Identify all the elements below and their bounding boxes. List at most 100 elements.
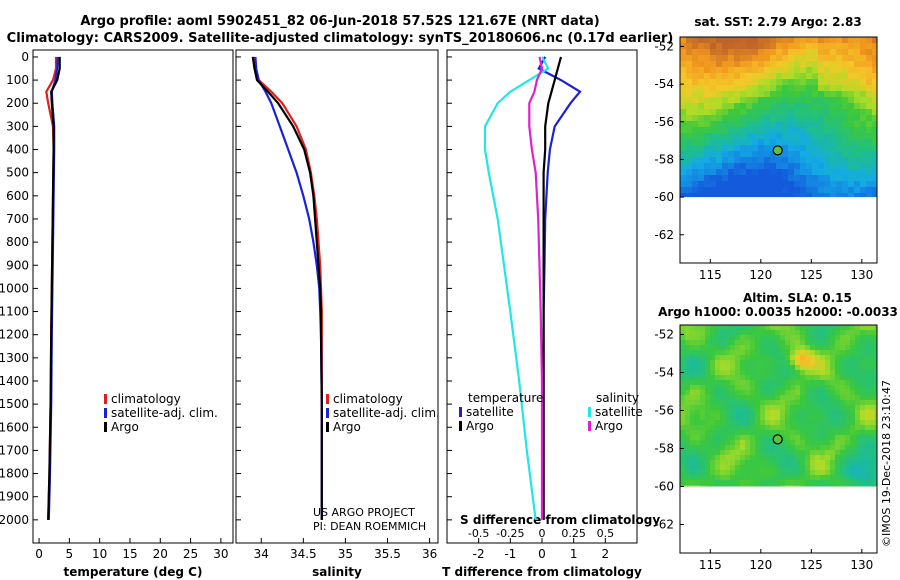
sla_map-cell — [725, 405, 730, 410]
sst_map-cell — [770, 187, 776, 193]
sla_map-cell — [730, 360, 735, 365]
sla_map-cell — [780, 340, 785, 345]
sst_map-cell — [782, 157, 788, 163]
sla_map-cell — [800, 350, 805, 355]
sst_map-cell — [812, 145, 818, 151]
sla_map-cell — [820, 365, 825, 370]
sla_map-cell — [705, 440, 710, 445]
sla_map-cell — [805, 400, 810, 405]
sla_map-cell — [820, 335, 825, 340]
sla_map-cell — [800, 325, 805, 330]
sla_map-cell — [815, 390, 820, 395]
sla_map-cell — [740, 365, 745, 370]
sst_map-cell — [722, 49, 728, 55]
sst_map-cell — [758, 115, 764, 121]
sla_map-cell — [695, 365, 700, 370]
sla_map-cell — [685, 365, 690, 370]
sla_map-cell — [855, 340, 860, 345]
sst_map-cell — [830, 187, 836, 193]
sla_map-cell — [800, 345, 805, 350]
sla_map-cell — [820, 330, 825, 335]
sst_map-cell — [728, 79, 734, 85]
sst_map-cell — [764, 121, 770, 127]
sla_map-cell — [700, 400, 705, 405]
sla_map-cell — [705, 405, 710, 410]
sla_map-cell — [700, 345, 705, 350]
sla_map-cell — [765, 335, 770, 340]
temperature-xtick-label: 10 — [92, 547, 107, 561]
sla_map-cell — [680, 365, 685, 370]
sla_map-cell — [740, 335, 745, 340]
sla_map-cell — [730, 390, 735, 395]
sla_map-cell — [785, 405, 790, 410]
sst_map-cell — [860, 175, 866, 181]
sla_map-cell — [680, 385, 685, 390]
sla_map-cell — [685, 430, 690, 435]
sla_map-cell — [735, 360, 740, 365]
sst_map-cell — [872, 139, 877, 145]
sla_map-cell — [700, 335, 705, 340]
sla_map-cell — [770, 330, 775, 335]
sla_map-cell — [830, 460, 835, 465]
sst_map-cell — [698, 139, 704, 145]
sla_map-cell — [755, 395, 760, 400]
sla_map-cell — [785, 435, 790, 440]
sst_map-cell — [830, 109, 836, 115]
sst_map-cell — [722, 103, 728, 109]
figure-title-line1: Argo profile: aoml 5902451_82 06-Jun-201… — [80, 14, 600, 29]
sla_map-ytick-label: -52 — [654, 328, 674, 342]
sst_map-cell — [836, 79, 842, 85]
sla_map-cell — [680, 415, 685, 420]
sla_map-cell — [805, 340, 810, 345]
sst_map-cell — [692, 133, 698, 139]
sst_map-cell — [752, 121, 758, 127]
sla_map-cell — [835, 470, 840, 475]
sla_map-cell — [740, 435, 745, 440]
sla_map-cell — [710, 395, 715, 400]
sst_map-cell — [830, 61, 836, 67]
sla_map-cell — [750, 485, 755, 487]
sla_map-cell — [835, 430, 840, 435]
sst_map-cell — [746, 115, 752, 121]
sst_map-cell — [710, 127, 716, 133]
sla_map-cell — [810, 415, 815, 420]
sla_map-cell — [745, 410, 750, 415]
sla_map-cell — [805, 365, 810, 370]
sla_map-cell — [875, 475, 877, 480]
sla_map-cell — [790, 400, 795, 405]
sla_map-cell — [810, 375, 815, 380]
sla_map-cell — [695, 375, 700, 380]
sst_map-cell — [728, 193, 734, 198]
sla_map-cell — [805, 455, 810, 460]
sst_map-cell — [722, 67, 728, 73]
sla_map-cell — [690, 395, 695, 400]
sla_map-cell — [865, 380, 870, 385]
sst_map-cell — [680, 115, 686, 121]
sst_map-cell — [758, 37, 764, 43]
sst_map-cell — [860, 151, 866, 157]
sla_map-cell — [725, 350, 730, 355]
sla_map-cell — [860, 470, 865, 475]
sst_map-cell — [680, 79, 686, 85]
sla_map-cell — [750, 385, 755, 390]
sla_map-cell — [790, 480, 795, 485]
sla_map-cell — [875, 350, 877, 355]
sst_map-cell — [686, 193, 692, 198]
sst_map-cell — [710, 115, 716, 121]
sst_map-cell — [698, 169, 704, 175]
sla_map-cell — [780, 430, 785, 435]
sst_map-cell — [818, 115, 824, 121]
sst_map-cell — [806, 163, 812, 169]
sla_map-cell — [710, 335, 715, 340]
sla_map-cell — [770, 415, 775, 420]
sla_map-cell — [810, 395, 815, 400]
sla_map-cell — [815, 450, 820, 455]
sst_map-cell — [860, 97, 866, 103]
sla_map-cell — [765, 480, 770, 485]
sst_map-cell — [782, 49, 788, 55]
salinity-xtick-label: 34 — [254, 547, 269, 561]
sst_map-cell — [776, 61, 782, 67]
sla_map-cell — [840, 380, 845, 385]
sla_map-cell — [860, 350, 865, 355]
sst_map-cell — [806, 43, 812, 49]
